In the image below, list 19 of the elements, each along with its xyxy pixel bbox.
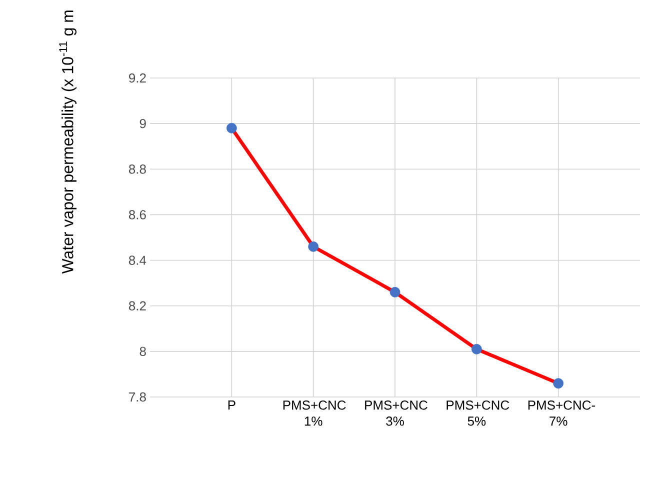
x-tick-label: PMS+CNC 1% bbox=[283, 400, 346, 426]
y-axis-title: Water vapor permeability (x 10$^{-11}$ g m bbox=[59, 10, 76, 274]
point bbox=[390, 286, 400, 298]
y-tick-label: 8.6 bbox=[128, 210, 146, 220]
y-tick-label: 8.4 bbox=[128, 256, 146, 265]
x-tick-label: PMS+CNC-7% bbox=[528, 400, 596, 426]
point bbox=[553, 378, 564, 389]
point bbox=[471, 344, 482, 354]
point bbox=[226, 122, 237, 134]
point bbox=[308, 241, 319, 252]
y-tick-label: 7.8 bbox=[129, 392, 146, 402]
y-tick-label: 8.8 bbox=[128, 164, 146, 174]
x-tick-label: PMS+CNC 5% bbox=[446, 400, 510, 426]
y-tick-label: 9.2 bbox=[129, 73, 146, 83]
y-tick-label: 9 bbox=[140, 118, 146, 128]
y-tick-label: 8.2 bbox=[128, 301, 146, 310]
y-tick-label: 8 bbox=[140, 346, 146, 356]
x-tick-label: PMS+CNC 3% bbox=[365, 400, 428, 426]
x-tick-label: P bbox=[228, 400, 236, 410]
